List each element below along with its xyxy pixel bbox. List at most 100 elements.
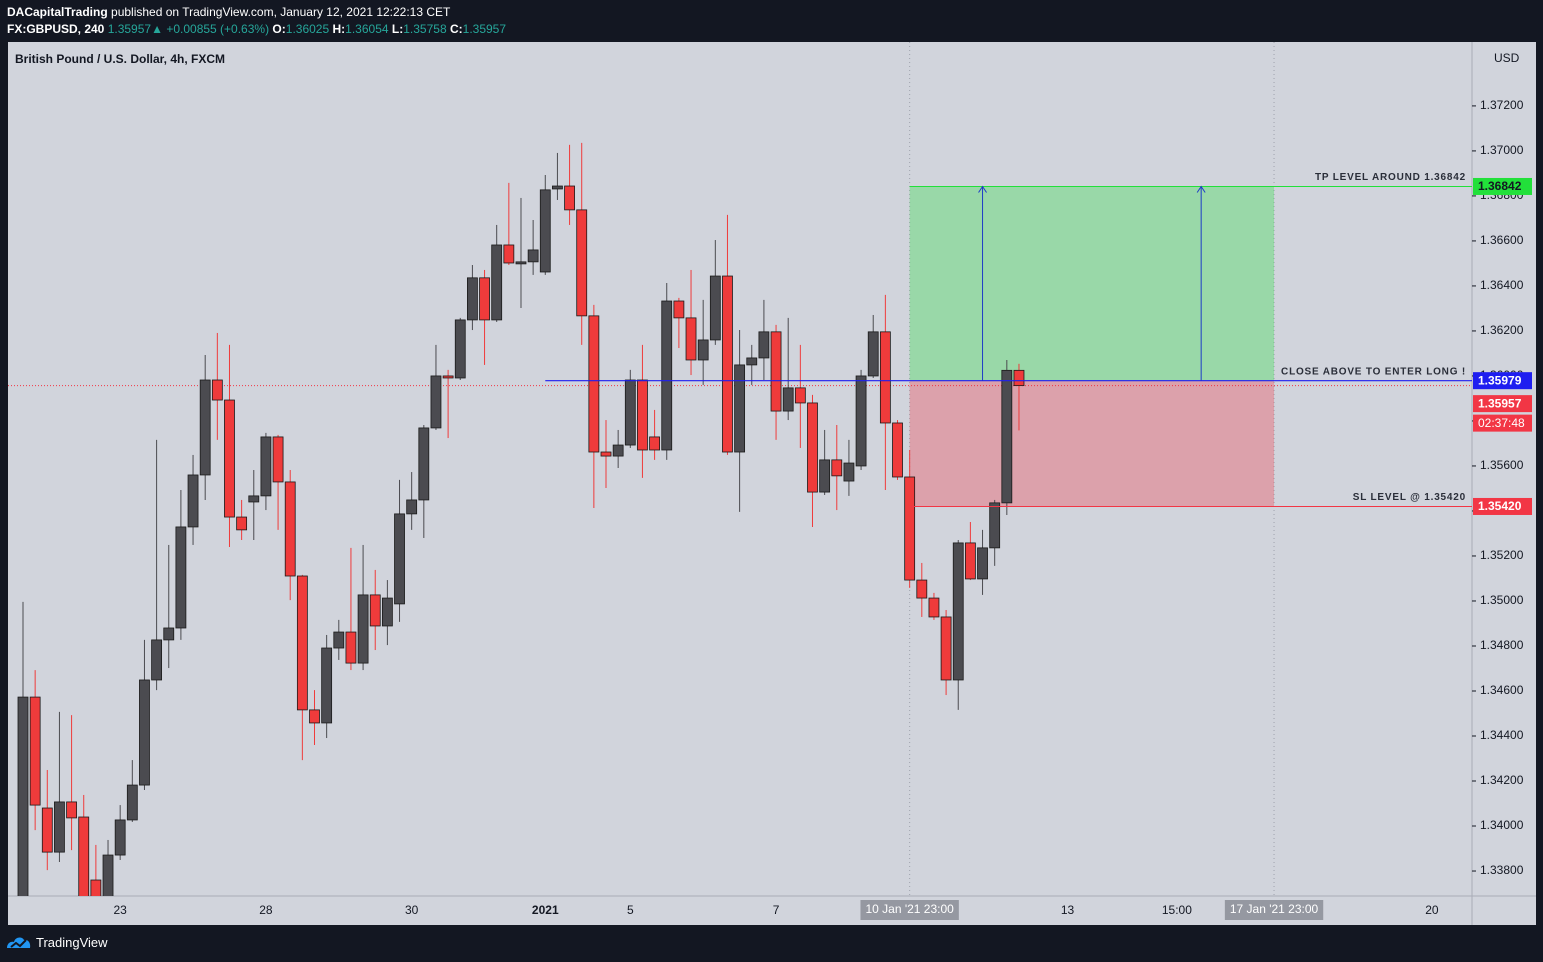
field-value: 1.36054 <box>345 22 389 36</box>
field-value: 1.35957 <box>462 22 507 36</box>
y-tick-label: 1.35600 <box>1480 458 1524 472</box>
candle-body <box>41 807 53 853</box>
countdown: 02:37:48 <box>1478 416 1525 430</box>
candle-body <box>175 526 187 629</box>
x-highlight-label: 17 Jan '21 23:00 <box>1230 902 1319 916</box>
target-zone <box>909 186 1275 381</box>
candle-body <box>199 379 211 476</box>
stop-note: SL LEVEL @ 1.35420 <box>1353 492 1466 503</box>
entry-price-label: 1.35979 <box>1478 373 1522 387</box>
candle-body <box>296 575 308 711</box>
candle-body <box>807 402 818 493</box>
x-tick-label: 23 <box>113 903 127 917</box>
candle-body <box>770 331 782 412</box>
y-tick-label: 1.36400 <box>1480 278 1524 292</box>
candle-body <box>564 185 575 211</box>
candle-body <box>734 364 746 453</box>
candle-body <box>964 542 976 580</box>
target-price-label: 1.36842 <box>1478 179 1522 193</box>
x-tick-label: 30 <box>405 903 419 917</box>
candle-body <box>333 631 345 649</box>
candle-body <box>442 375 454 379</box>
candle-body <box>1001 369 1013 504</box>
chart-title: British Pound / U.S. Dollar, 4h, FXCM <box>15 52 225 66</box>
candle-body <box>855 375 867 467</box>
y-tick-label: 1.36200 <box>1480 323 1524 337</box>
candle-body <box>321 647 333 724</box>
x-highlight-box <box>1224 900 1324 920</box>
candle-body <box>224 399 235 518</box>
y-tick-label: 1.34400 <box>1480 728 1524 742</box>
candle-body <box>381 597 393 627</box>
candle-body <box>758 331 770 359</box>
candle-body <box>248 495 260 503</box>
y-tick-label: 1.35200 <box>1480 548 1524 562</box>
plot-area <box>8 42 1472 896</box>
target-arrowhead <box>1196 185 1206 193</box>
candle-body <box>892 422 903 478</box>
candle-body <box>673 300 685 319</box>
field-key: C: <box>449 22 463 36</box>
candle-body <box>139 679 150 786</box>
x-tick-label: 13 <box>1061 903 1075 917</box>
publisher: DACapitalTrading <box>7 5 108 19</box>
field-key: O: <box>272 22 286 36</box>
candle-body <box>90 879 102 896</box>
candle-body <box>236 516 248 531</box>
candle-body <box>989 502 1001 549</box>
axis-unit: USD <box>1494 51 1520 65</box>
x-tick-label: 2021 <box>532 903 559 917</box>
candle-body <box>661 300 673 451</box>
candle-body <box>709 275 721 341</box>
candle-body <box>588 315 600 453</box>
candle-body <box>722 275 733 453</box>
x-tick-label: 28 <box>259 903 273 917</box>
candle-body <box>430 375 442 429</box>
arrow: ▲ <box>151 22 163 36</box>
candle-body <box>187 474 199 528</box>
publish-line: DACapitalTrading published on TradingVie… <box>7 4 506 21</box>
candle-body <box>819 459 831 493</box>
candle-body <box>284 481 296 577</box>
symbol: FX:GBPUSD, 240 <box>7 22 105 36</box>
y-tick-label: 1.36600 <box>1480 233 1524 247</box>
candle-body <box>539 189 551 273</box>
candle-body <box>928 597 940 618</box>
candle-body <box>357 594 369 664</box>
footer: TradingView <box>6 934 108 950</box>
field-key: H: <box>332 22 346 36</box>
candle-body <box>552 185 563 190</box>
last-price-label-box <box>1473 395 1532 413</box>
candle-body <box>309 709 320 724</box>
candle-body <box>624 379 636 446</box>
target-note: TP LEVEL AROUND 1.36842 <box>1315 172 1466 183</box>
candle-body <box>102 854 114 896</box>
candle-body <box>637 379 648 451</box>
y-tick-label: 1.33800 <box>1480 863 1524 877</box>
candle-body <box>345 631 357 664</box>
stop-price-label: 1.35420 <box>1478 499 1522 513</box>
brand: TradingView <box>36 934 108 950</box>
candle-body <box>904 476 916 581</box>
published: published on TradingView.com, January 12… <box>111 5 451 19</box>
stop-zone <box>909 380 1275 507</box>
candle-body <box>612 444 624 457</box>
header: DACapitalTrading published on TradingVie… <box>7 4 506 38</box>
change: +0.00855 (+0.63%) <box>166 22 270 36</box>
candle-body <box>17 696 29 896</box>
entry-price-label-box <box>1473 372 1532 390</box>
candle-body <box>916 579 928 599</box>
candle-body <box>782 387 794 412</box>
field-key: L: <box>391 22 404 36</box>
target-arrowhead <box>978 185 987 193</box>
candle-body <box>843 462 855 482</box>
y-tick-label: 1.34800 <box>1480 638 1524 652</box>
field-value: 1.36025 <box>285 22 330 36</box>
price: 1.35957 <box>107 22 152 36</box>
x-tick-label: 5 <box>627 903 634 917</box>
candle-body <box>467 277 478 321</box>
field-value: 1.35758 <box>403 22 447 36</box>
y-tick-label: 1.37000 <box>1480 143 1524 157</box>
candle-body <box>29 696 41 806</box>
